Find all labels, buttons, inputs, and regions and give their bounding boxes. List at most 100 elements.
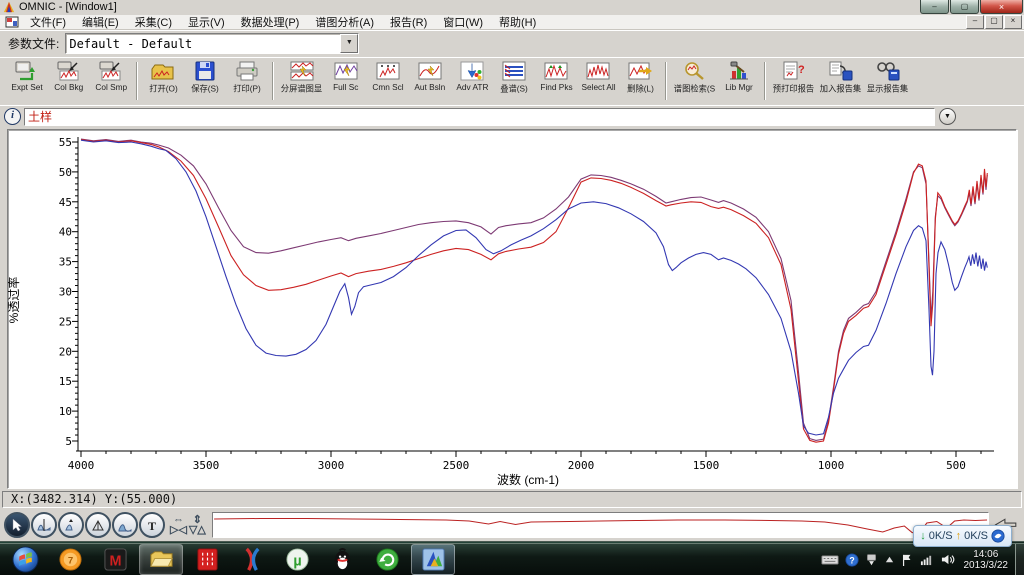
toolbar-separator [665,61,668,100]
taskbar-explorer-button[interactable] [139,544,183,575]
report-preview-button[interactable]: ? 预打印报告 [770,60,817,96]
expander-arrows-icon[interactable]: ⇕ ▽△ [189,515,206,536]
child-restore-button[interactable]: ▢ [985,14,1003,29]
menu-w[interactable]: 窗口(W) [443,16,484,29]
combobox-dropdown-icon[interactable]: ▼ [340,34,359,54]
open-icon [150,61,176,81]
toolbar-button-label: 打印(P) [233,84,261,94]
spectrum-header-row: i 土样 ▼ [0,104,1024,128]
toolbar-button-label: Expt Set [11,82,43,92]
menu-c[interactable]: 采集(C) [134,16,172,29]
taskbar-app-utorrent-button[interactable]: µ [276,545,318,574]
child-minimize-button[interactable]: – [966,14,984,29]
minimize-button[interactable]: – [920,0,949,15]
hidden-icons-icon[interactable] [884,554,895,565]
adv-atr-button[interactable]: Adv ATR [451,60,493,93]
print-button[interactable]: 打印(P) [226,60,268,96]
action-center-icon[interactable] [901,553,913,567]
update-icon[interactable] [865,553,878,566]
expt-set-icon [14,61,40,81]
y-tick-label: 55 [59,136,72,149]
delete-icon [627,61,653,81]
common-scale-button[interactable]: Cmn Scl [367,60,409,93]
x-axis-title: 波数 (cm-1) [497,472,559,487]
save-icon [192,61,218,81]
delete-button[interactable]: 删除(L) [619,60,661,96]
text-tool[interactable]: T [139,512,165,539]
status-bar: X:(3482.314) Y:(55.000) [0,489,1024,510]
soil-spectrum-1-curve[interactable] [80,138,988,442]
spectrum-title-field[interactable]: 土样 [24,107,935,126]
download-speed: 0K/S [928,530,953,542]
taskbar-app-green-button[interactable] [366,545,408,574]
x-tick-label: 4000 [68,459,95,472]
network-speed-widget[interactable]: ↓ 0K/S ↑ 0K/S [913,525,1012,547]
taskbar-app-qq-button[interactable] [321,545,363,574]
auto-baseline-button[interactable]: Aut Bsln [409,60,451,93]
select-tool[interactable] [4,512,30,539]
taskbar-app-m-button[interactable]: M [94,545,136,574]
region-tool[interactable] [31,512,57,539]
adv-atr-icon [459,61,485,81]
parameter-file-combobox[interactable]: Default - Default ▼ [65,33,360,55]
menu-f[interactable]: 文件(F) [30,16,67,29]
soil-spectrum-2-curve[interactable] [80,139,988,444]
tray-icons: ? [818,552,958,567]
x-tick-label: 1500 [693,459,720,472]
title-bar[interactable]: OMNIC - [Window1] – ▢ × [0,0,1024,15]
show-report-button[interactable]: 显示报告集 [864,60,911,96]
y-tick-label: 10 [59,405,72,418]
menu-a[interactable]: 谱图分析(A) [315,16,375,29]
close-button[interactable]: × [980,0,1023,15]
taskbar-app-orange-button[interactable]: 7 [49,545,91,574]
spectrum-chart[interactable]: 5 10 15 20 25 30 35 40 45 50 55 500 1000 1500 2000 2500… [8,130,1016,488]
net-monitor-app-icon[interactable] [991,529,1005,543]
peak-area-tool[interactable] [85,512,111,539]
add-report-button[interactable]: 加入报告集 [817,60,864,96]
volume-icon[interactable] [940,553,955,566]
toolbar-button-label: Aut Bsln [414,82,446,92]
library-manager-button[interactable]: Lib Mgr [718,60,760,93]
split-button[interactable]: 分屏谱图显 [278,60,325,96]
find-peaks-icon [543,61,569,81]
taskbar-app-omnic-button[interactable] [411,544,455,575]
col-smp-button[interactable]: Col Smp [90,60,132,93]
save-button[interactable]: 保存(S) [184,60,226,96]
open-button[interactable]: 打开(O) [142,60,184,96]
spectrum-chart-panel[interactable]: 5 10 15 20 25 30 35 40 45 50 55 500 1000 1500 2000 2500… [7,129,1017,490]
find-peaks-button[interactable]: Find Pks [535,60,577,93]
overlay-button[interactable]: 叠谱(S) [493,60,535,96]
upload-arrow-icon: ↑ [955,530,962,542]
search-library-icon [682,61,708,81]
taskbar-clock[interactable]: 14:06 2013/3/22 [964,549,1009,571]
qq-pinyin-icon[interactable]: ? [844,552,859,567]
menu-v[interactable]: 显示(V) [188,16,225,29]
peak-height-tool[interactable] [58,512,84,539]
expander-arrows-icon[interactable]: ⇔ ▷◁ [170,515,187,536]
full-scale-button[interactable]: Full Sc [325,60,367,93]
child-close-button[interactable]: × [1004,14,1022,29]
search-library-button[interactable]: 谱图检索(S [671,60,718,96]
menu-r[interactable]: 报告(R) [390,16,428,29]
menu-e[interactable]: 编辑(E) [82,16,119,29]
keyboard-icon[interactable] [820,553,839,566]
select-all-button[interactable]: Select All [577,60,619,93]
toolbar-button-label: Cmn Scl [372,82,404,92]
spectrum-list-dropdown-button[interactable]: ▼ [939,108,956,126]
col-bkg-button[interactable]: Col Bkg [48,60,90,93]
expt-set-button[interactable]: Expt Set [6,60,48,93]
mdi-document-icon[interactable] [5,16,19,28]
network-icon[interactable] [919,553,934,566]
menu-p[interactable]: 数据处理(P) [240,16,300,29]
spectrum-overview-strip[interactable] [211,512,989,539]
soil-spectrum-3-curve[interactable] [80,139,988,436]
menu-h[interactable]: 帮助(H) [499,16,537,29]
show-desktop-button[interactable] [1015,543,1024,575]
taskbar-app-red-button[interactable] [186,545,228,574]
svg-text:7: 7 [67,555,72,566]
restore-button[interactable]: ▢ [950,0,979,15]
taskbar-app-ribbon-button[interactable] [231,545,273,574]
baseline-tool[interactable] [112,512,138,539]
start-button[interactable] [4,545,46,574]
info-icon[interactable]: i [4,108,21,126]
